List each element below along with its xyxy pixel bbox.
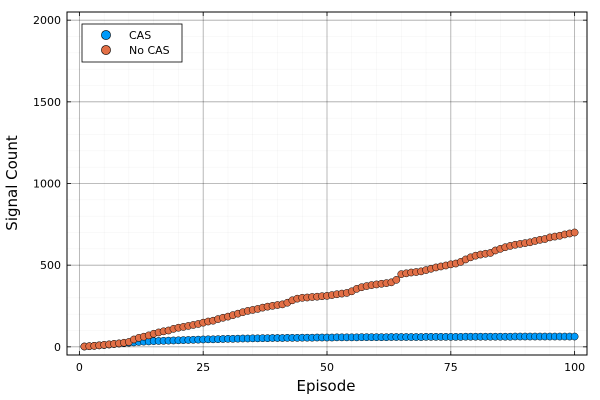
legend-marker-cas	[101, 30, 111, 40]
x-tick-labels: 0 25 50 75 100	[76, 361, 585, 374]
x-tick-label: 0	[76, 361, 83, 374]
minor-grid	[67, 12, 587, 355]
legend-label-no-cas: No CAS	[129, 44, 170, 57]
y-tick-label: 0	[54, 341, 61, 354]
legend-marker-no-cas	[101, 45, 111, 55]
data-point-no-cas	[392, 276, 401, 284]
legend: CAS No CAS	[81, 23, 183, 63]
y-tick-label: 1000	[33, 178, 61, 191]
y-tick-labels: 0 500 1000 1500 2000	[33, 14, 61, 354]
y-tick-label: 500	[40, 259, 61, 272]
legend-label-cas: CAS	[129, 29, 151, 42]
y-tick-label: 2000	[33, 14, 61, 27]
x-tick-label: 75	[444, 361, 458, 374]
y-axis-title: Signal Count	[3, 135, 21, 231]
data-points	[80, 228, 579, 351]
legend-box	[81, 23, 183, 63]
x-tick-label: 25	[196, 361, 210, 374]
x-axis-title: Episode	[297, 377, 356, 395]
data-point-no-cas	[570, 228, 579, 237]
y-tick-label: 1500	[33, 96, 61, 109]
x-tick-label: 50	[320, 361, 334, 374]
x-tick-label: 100	[564, 361, 585, 374]
axis-ticks	[67, 12, 587, 355]
data-point-cas	[570, 332, 579, 341]
